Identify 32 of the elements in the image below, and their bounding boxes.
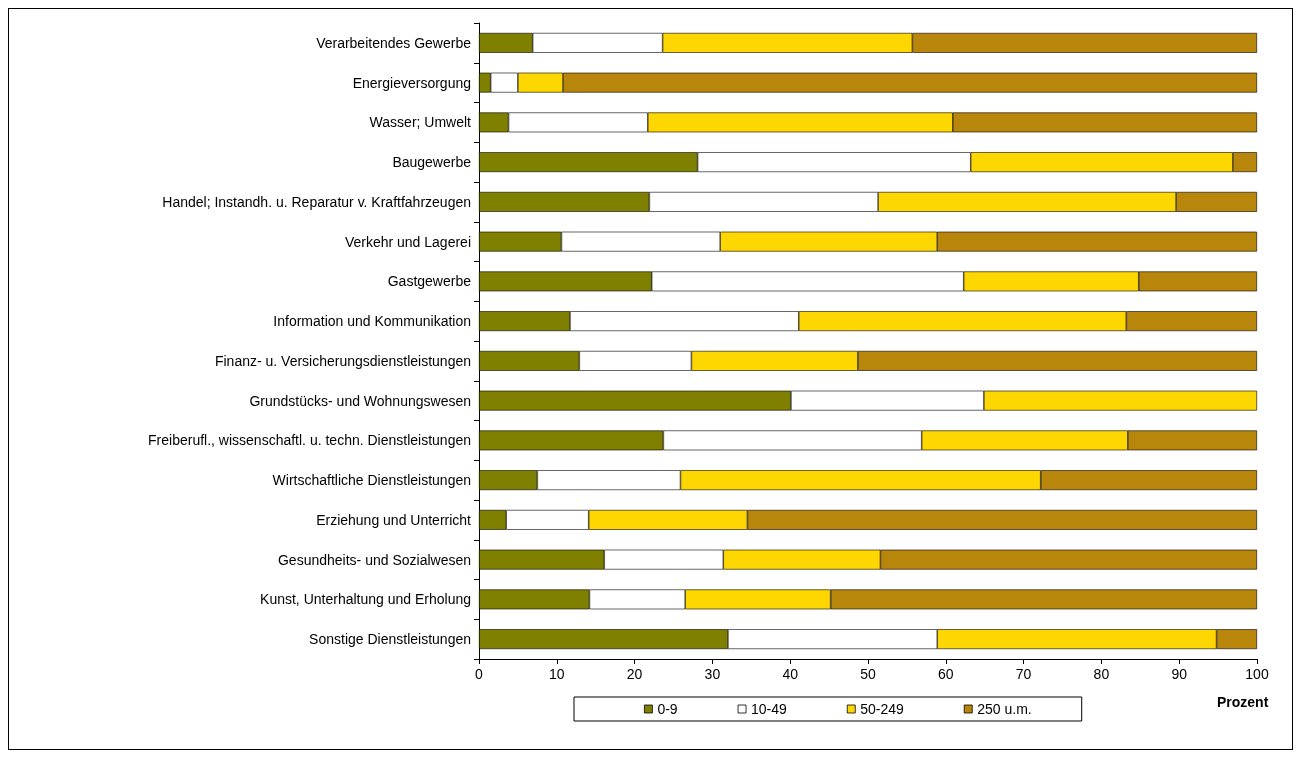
x-tick-label: 50: [860, 666, 876, 682]
y-tick-label: Information und Kommunikation: [273, 313, 471, 330]
x-axis-title: Prozent: [1217, 694, 1269, 710]
legend-label: 0-9: [657, 701, 678, 717]
x-tick-label: 30: [704, 666, 721, 682]
y-tick-label: Finanz- u. Versicherungsdienstleistungen: [214, 352, 471, 369]
y-tick-label: Kunst, Unterhaltung und Erholung: [260, 591, 471, 608]
y-tick-label: Wasser; Umwelt: [369, 114, 472, 131]
y-tick-label: Verkehr und Lagerei: [344, 233, 471, 250]
y-tick-label: Energieversorgung: [352, 74, 471, 91]
y-tick-label: Verarbeitendes Gewerbe: [316, 34, 472, 51]
y-tick-label: Baugewerbe: [392, 154, 472, 171]
x-tick-label: 80: [1093, 666, 1110, 682]
x-tick-label: 10: [549, 666, 565, 682]
y-tick-label: Grundstücks- und Wohnungswesen: [249, 392, 471, 409]
x-tick-label: 40: [782, 666, 799, 682]
x-tick-label: 70: [1015, 666, 1032, 682]
legend-label: 250 u.m.: [977, 701, 1032, 717]
legend-label: 10-49: [751, 701, 788, 717]
y-tick-label: Freiberufl., wissenschaftl. u. techn. Dienstleistungen: [148, 432, 471, 449]
x-tick-label: 60: [938, 666, 954, 682]
x-tick-label: 0: [475, 666, 484, 682]
y-tick-label: Wirtschaftliche Dienstleistungen: [272, 472, 471, 489]
y-tick-label: Erziehung und Unterricht: [316, 511, 472, 528]
y-tick-label: Sonstige Dienstleistungen: [309, 631, 471, 648]
x-tick-label: 20: [626, 666, 643, 682]
legend-label: 50-249: [860, 701, 905, 717]
y-tick-label: Handel; Instandh. u. Reparatur v. Kraftfahrzeugen: [162, 193, 471, 210]
x-tick-label: 90: [1171, 666, 1188, 682]
x-tick-label: 100: [1245, 666, 1269, 682]
y-tick-label: Gesundheits- und Sozialwesen: [277, 551, 471, 568]
y-tick-label: Gastgewerbe: [387, 273, 472, 290]
